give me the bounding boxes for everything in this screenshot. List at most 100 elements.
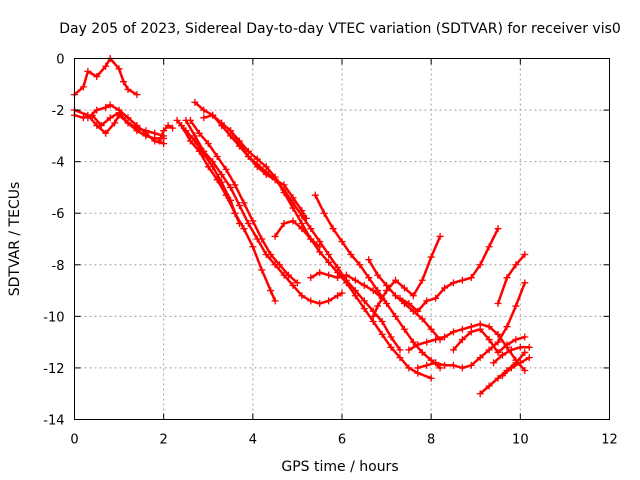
data-point: [311, 191, 319, 199]
data-point: [235, 201, 243, 209]
series-arc-23: [490, 343, 533, 367]
data-point: [84, 114, 92, 122]
data-point: [133, 91, 141, 99]
y-tick-label: -6: [52, 207, 65, 222]
data-point: [494, 338, 502, 346]
data-point: [521, 279, 529, 287]
data-point: [307, 235, 315, 243]
data-point: [396, 354, 404, 362]
data-point: [218, 171, 226, 179]
series-line: [273, 219, 321, 248]
data-point: [494, 299, 502, 307]
data-point: [289, 281, 297, 289]
data-point: [423, 338, 431, 346]
data-point: [285, 271, 292, 279]
data-point: [485, 323, 493, 331]
data-point: [396, 294, 404, 302]
data-point: [298, 225, 306, 233]
data-point: [369, 287, 377, 295]
data-point: [405, 364, 413, 372]
data-point: [93, 73, 101, 81]
data-point: [441, 284, 449, 292]
data-point: [378, 330, 386, 338]
data-point: [418, 348, 426, 356]
data-point: [458, 325, 466, 333]
data-point: [160, 127, 168, 135]
data-point: [414, 341, 422, 349]
series-arc-1: [71, 55, 141, 99]
data-point: [378, 318, 386, 326]
data-point: [325, 258, 333, 266]
data-point: [93, 106, 101, 114]
data-point: [503, 341, 511, 349]
data-point: [160, 140, 168, 148]
data-point: [329, 225, 337, 233]
data-point: [458, 336, 466, 344]
data-point: [418, 315, 426, 323]
data-point: [432, 336, 440, 344]
data-point: [351, 292, 359, 300]
data-point: [436, 364, 444, 372]
y-tick-label: -10: [43, 310, 64, 325]
data-point: [195, 129, 203, 137]
series-arc-21: [449, 325, 529, 356]
data-point: [396, 346, 404, 354]
data-point: [271, 297, 279, 305]
series-line: [496, 253, 527, 305]
data-point: [289, 204, 297, 212]
data-point: [400, 284, 408, 292]
data-point: [142, 129, 150, 137]
data-point: [155, 137, 163, 145]
data-point: [222, 191, 230, 199]
data-point: [503, 274, 511, 282]
data-point: [342, 271, 350, 279]
series-line: [501, 356, 531, 377]
data-point: [423, 361, 431, 369]
data-point: [173, 116, 181, 124]
data-point: [240, 199, 248, 207]
data-point: [262, 171, 270, 179]
data-point: [387, 343, 395, 351]
series-line: [157, 124, 174, 143]
data-point: [414, 364, 422, 372]
data-point: [227, 127, 235, 135]
y-tick-label: -8: [52, 259, 65, 274]
data-point: [316, 269, 324, 277]
data-point: [516, 343, 524, 351]
series-line: [180, 124, 277, 303]
data-point: [414, 307, 422, 315]
data-point: [334, 292, 342, 300]
data-point: [441, 333, 449, 341]
tick-layer: 0 2 4 6 8 10 12 0 -2 -4 -6 -8 -10 -12 -14: [43, 53, 618, 448]
data-point: [351, 276, 359, 284]
data-point: [115, 65, 123, 73]
data-point: [133, 122, 141, 130]
data-point: [325, 297, 333, 305]
data-point: [267, 287, 275, 295]
chart-title: Day 205 of 2023, Sidereal Day-to-day VTE…: [59, 21, 621, 37]
data-point: [316, 243, 324, 251]
y-axis-label: SDTVAR / TECUs: [7, 182, 23, 297]
data-point: [521, 250, 529, 258]
data-point: [218, 119, 226, 127]
data-point: [307, 274, 315, 282]
data-point: [124, 114, 132, 122]
series-line: [86, 103, 165, 145]
data-point: [516, 359, 524, 367]
data-point: [106, 114, 114, 122]
data-point: [476, 390, 484, 398]
data-point: [320, 209, 328, 217]
series-arc-14: [311, 191, 444, 372]
data-point: [342, 279, 350, 287]
data-point: [204, 140, 212, 148]
data-point: [494, 330, 502, 338]
data-point: [204, 163, 212, 171]
data-point: [383, 299, 391, 307]
data-point: [298, 292, 306, 300]
x-tick-label: 2: [160, 433, 168, 448]
data-point: [387, 333, 395, 341]
data-point: [369, 312, 377, 320]
x-tick-label: 6: [338, 433, 346, 448]
data-point: [449, 328, 457, 336]
data-point: [476, 325, 484, 333]
